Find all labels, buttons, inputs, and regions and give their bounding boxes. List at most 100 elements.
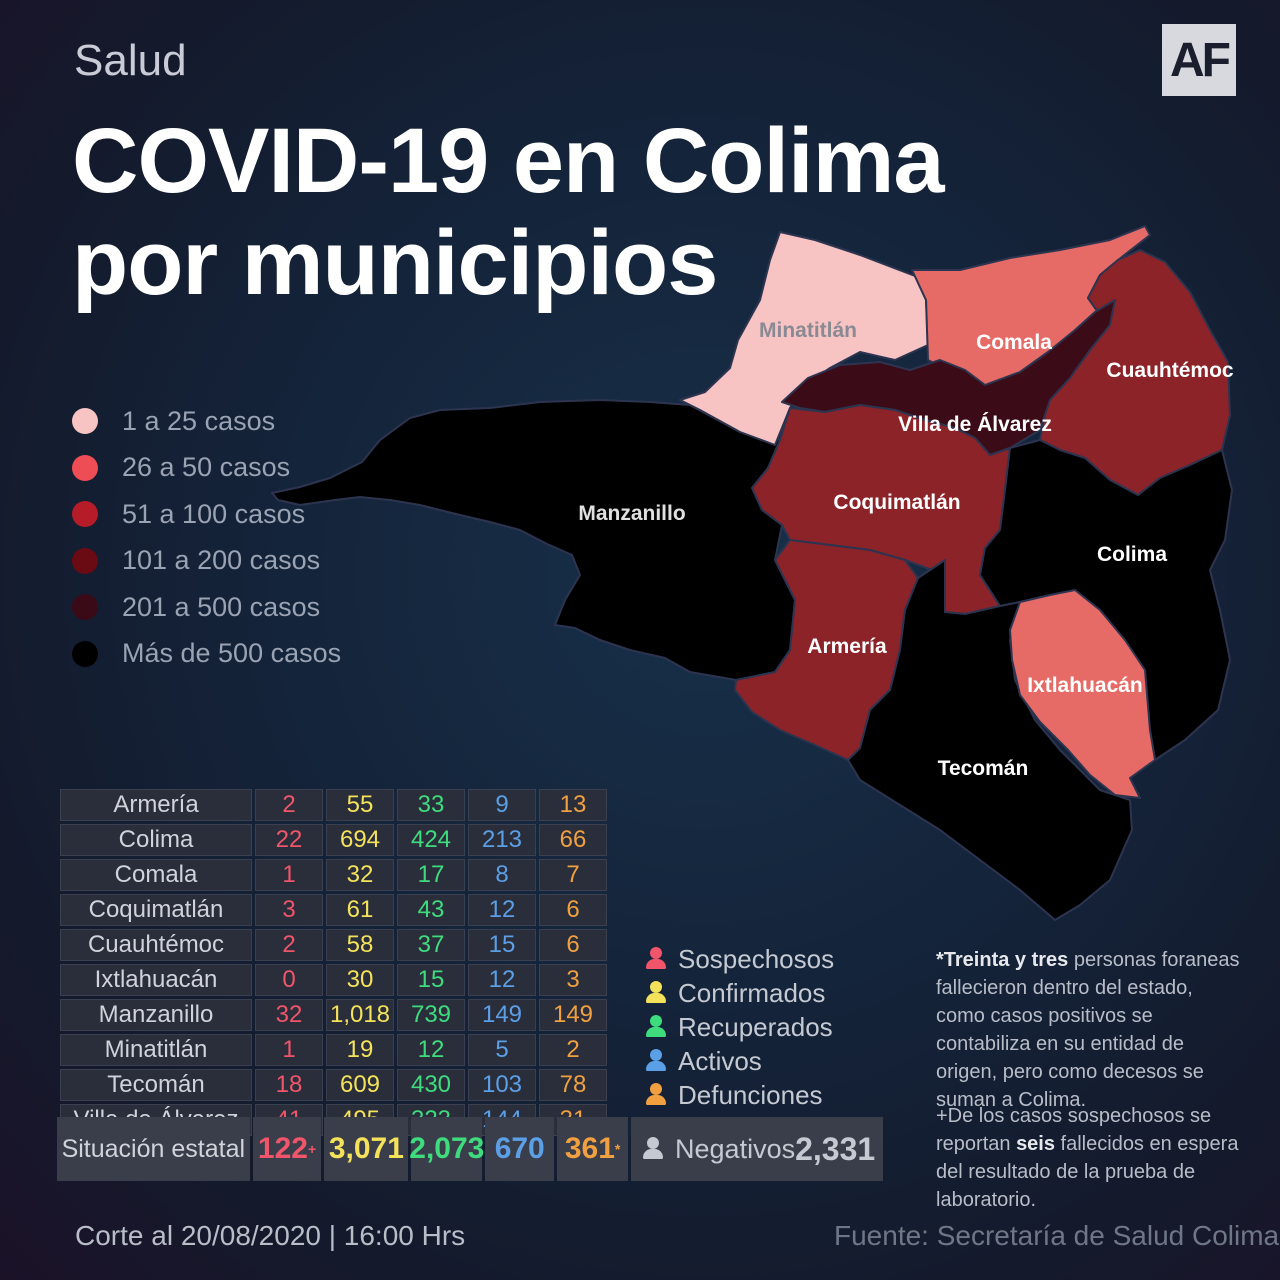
municipality-table: Armería 2 55 33 9 13 Colima 22 694 424 213 66 Comala… (57, 786, 610, 1139)
legend-dot (72, 408, 98, 435)
cell-recuperados: 12 (397, 1034, 465, 1066)
cell-sospechosos: 2 (255, 789, 323, 821)
cell-municipio: Armería (60, 789, 252, 821)
cutoff-date: Corte al 20/08/2020 | 16:00 Hrs (75, 1220, 466, 1251)
key-item: Confirmados (646, 976, 834, 1010)
cell-confirmados: 694 (326, 824, 394, 856)
cell-recuperados: 739 (397, 999, 465, 1031)
cell-recuperados: 43 (397, 894, 465, 926)
cell-activos: 5 (468, 1034, 536, 1066)
legend-dot (72, 454, 98, 481)
cell-defunciones: 66 (539, 824, 607, 856)
cell-sospechosos: 1 (255, 859, 323, 891)
cell-sospechosos: 3 (255, 894, 323, 926)
legend-item: 1 a 25 casos (72, 398, 341, 445)
legend-dot (72, 594, 98, 621)
cell-confirmados: 32 (326, 859, 394, 891)
cell-confirmados: 61 (326, 894, 394, 926)
region-tecoman[interactable] (847, 559, 1133, 921)
summary-confirmados: 3,071 (324, 1117, 409, 1181)
table-body: Armería 2 55 33 9 13 Colima 22 694 424 213 66 Comala… (60, 789, 607, 1136)
cell-sospechosos: 0 (255, 964, 323, 996)
negativos-label: Negativos (675, 1133, 796, 1164)
note1-text: personas foraneas fallecieron dentro del… (936, 949, 1240, 1111)
note-suspected-deaths: +De los casos sospechosos se reportan se… (936, 1102, 1246, 1214)
legend-item: 26 a 50 casos (72, 445, 341, 492)
cell-recuperados: 33 (397, 789, 465, 821)
label-comala: Comala (976, 331, 1052, 354)
legend-item: Más de 500 casos (72, 631, 341, 678)
key-label: Defunciones (678, 1079, 823, 1110)
table-row: Armería 2 55 33 9 13 (60, 789, 607, 821)
label-tecoman: Tecomán (938, 757, 1029, 780)
label-armeria: Armería (807, 635, 887, 658)
key-label: Activos (678, 1045, 762, 1076)
cell-activos: 103 (468, 1069, 536, 1101)
summary-negativos: Negativos 2,331 (631, 1117, 884, 1181)
section-label: Salud (74, 36, 187, 85)
cell-sospechosos: 18 (255, 1069, 323, 1101)
cell-confirmados: 30 (326, 964, 394, 996)
note2-bold: seis (1016, 1133, 1055, 1155)
table-row: Comala 1 32 17 8 7 (60, 859, 607, 891)
cell-confirmados: 1,018 (326, 999, 394, 1031)
title-line-1: COVID-19 en Colima (72, 110, 945, 212)
legend-label: Más de 500 casos (122, 638, 342, 669)
cell-municipio: Colima (60, 824, 252, 856)
key-item: Sospechosos (646, 942, 834, 976)
legend-label: 201 a 500 casos (122, 591, 321, 622)
negativos-label-wrap: Negativos (643, 1134, 795, 1165)
negativos-value: 2,331 (795, 1130, 876, 1167)
cell-activos: 12 (468, 964, 536, 996)
cell-municipio: Comala (60, 859, 252, 891)
region-ixtlahuacan[interactable] (1009, 589, 1156, 799)
state-summary-row: Situación estatal 122 + 3,071 2,073 670 3… (57, 1117, 884, 1181)
cell-confirmados: 55 (326, 789, 394, 821)
key-item: Activos (646, 1044, 834, 1078)
label-villa-de-alvarez: Villa de Álvarez (898, 413, 1052, 436)
label-coquimatlan: Coquimatlán (833, 491, 960, 514)
summary-defunciones-mark: * (614, 1141, 621, 1157)
legend-dot (72, 501, 98, 528)
table-row: Manzanillo 32 1,018 739 149 149 (60, 999, 607, 1031)
cell-activos: 8 (468, 859, 536, 891)
note-foreign-deaths: *Treinta y tres personas foraneas fallec… (936, 946, 1246, 1114)
af-logo: AF (1162, 24, 1236, 96)
cell-municipio: Coquimatlán (60, 894, 252, 926)
cell-defunciones: 78 (539, 1069, 607, 1101)
person-icon (646, 947, 666, 971)
cell-sospechosos: 1 (255, 1034, 323, 1066)
cell-defunciones: 149 (539, 999, 607, 1031)
title-line-2: por municipios (72, 212, 718, 314)
label-ixtlahuacan: Ixtlahuacán (1027, 674, 1143, 697)
region-manzanillo[interactable] (271, 399, 796, 681)
legend-item: 101 a 200 casos (72, 538, 341, 585)
table-row: Ixtlahuacán 0 30 15 12 3 (60, 964, 607, 996)
summary-sospechosos: 122 + (252, 1117, 322, 1181)
summary-label: Situación estatal (57, 1117, 250, 1181)
region-colima[interactable] (979, 439, 1233, 761)
cell-activos: 213 (468, 824, 536, 856)
person-icon (646, 1083, 666, 1107)
legend-label: 101 a 200 casos (122, 545, 321, 576)
key-label: Recuperados (678, 1011, 833, 1042)
summary-activos: 670 (485, 1117, 555, 1181)
cell-municipio: Minatitlán (60, 1034, 252, 1066)
label-colima: Colima (1097, 543, 1167, 566)
person-icon (643, 1137, 664, 1161)
cell-recuperados: 17 (397, 859, 465, 891)
cell-recuperados: 15 (397, 964, 465, 996)
legend-item: 201 a 500 casos (72, 584, 341, 631)
cell-defunciones: 6 (539, 894, 607, 926)
cell-activos: 15 (468, 929, 536, 961)
table-row: Cuauhtémoc 2 58 37 15 6 (60, 929, 607, 961)
legend-label: 26 a 50 casos (122, 452, 291, 483)
table-row: Minatitlán 1 19 12 5 2 (60, 1034, 607, 1066)
summary-sospechosos-value: 122 (257, 1132, 308, 1165)
legend-dot (72, 547, 98, 574)
label-cuauhtemoc: Cuauhtémoc (1106, 359, 1234, 382)
key-item: Defunciones (646, 1078, 834, 1112)
person-icon (646, 1049, 666, 1073)
cell-defunciones: 7 (539, 859, 607, 891)
